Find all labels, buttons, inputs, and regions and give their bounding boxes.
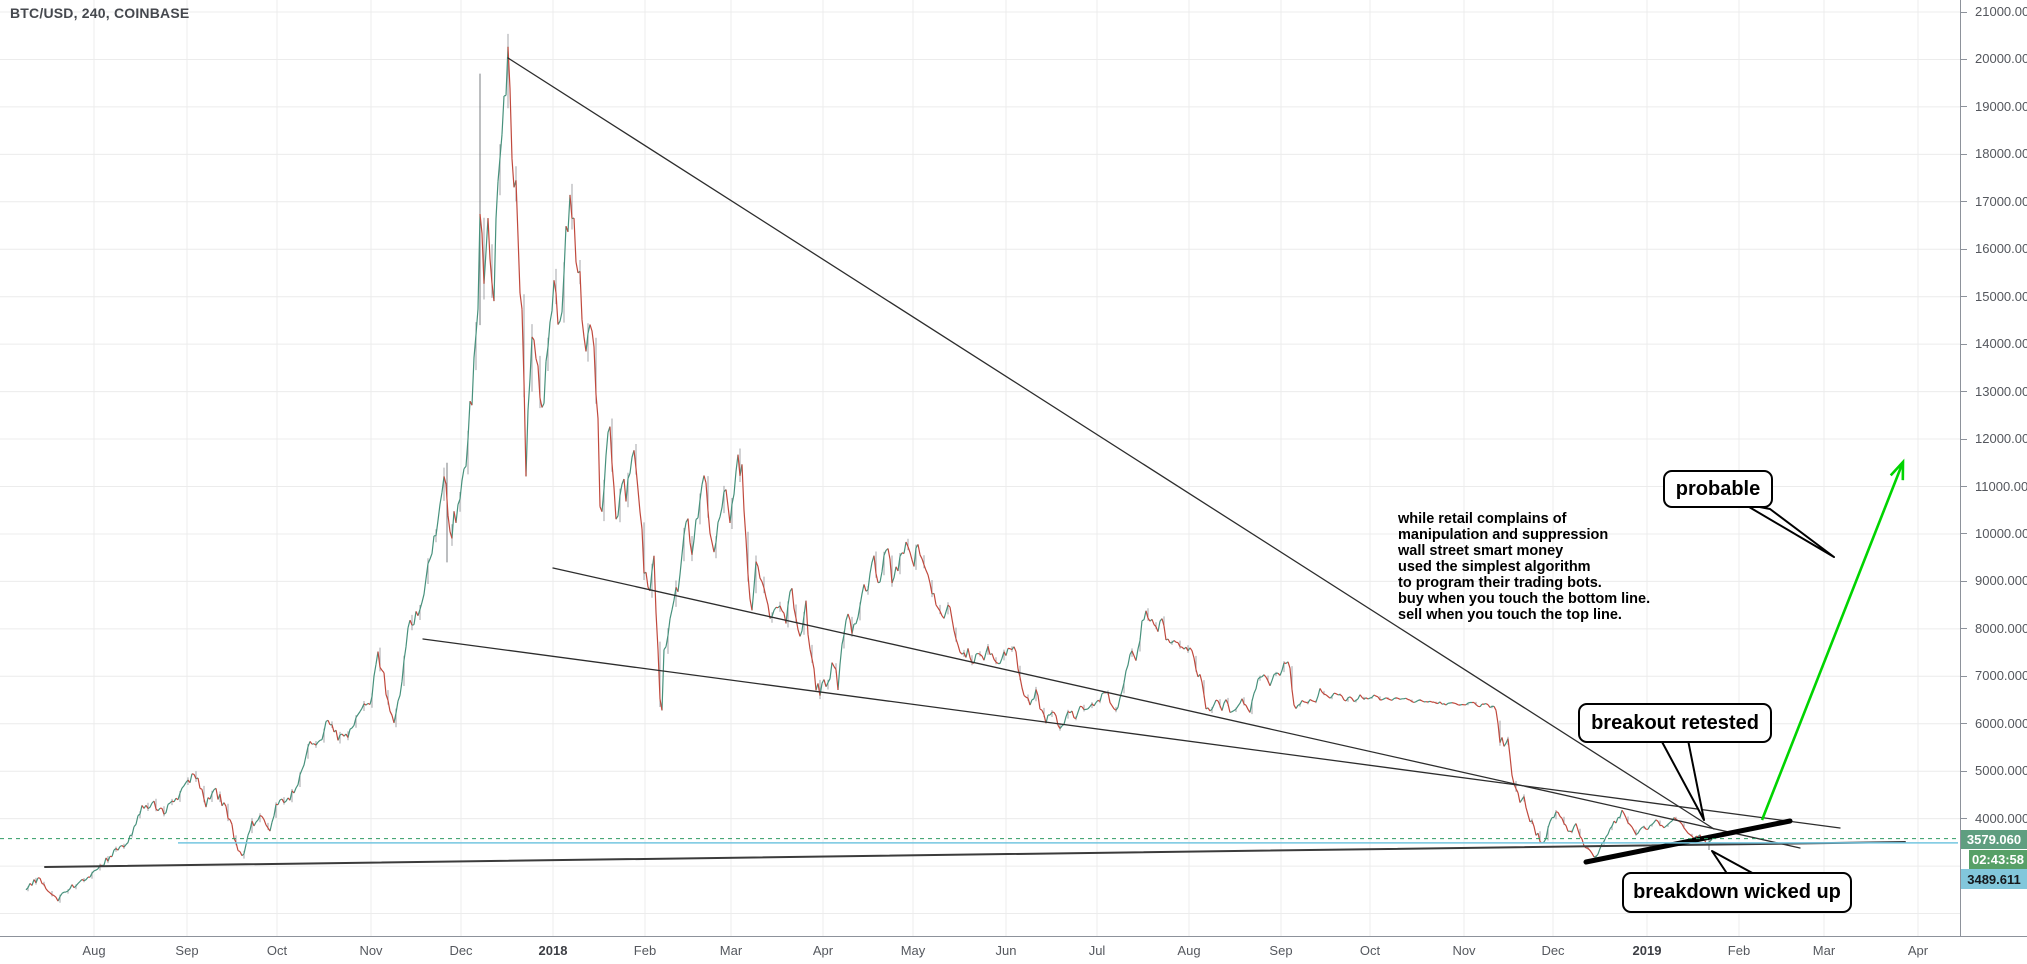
note-line: while retail complains of bbox=[1398, 511, 1567, 527]
time-axis-label: Mar bbox=[719, 943, 743, 958]
probable-projection-arrow[interactable] bbox=[1760, 461, 1905, 821]
price-axis-label: 14000.000 bbox=[1975, 336, 2027, 352]
time-axis-label: Jun bbox=[995, 943, 1017, 958]
price-axis-label: 11000.000 bbox=[1975, 478, 2027, 494]
time-axis-label: Apr bbox=[1907, 943, 1929, 958]
price-axis-tick bbox=[1961, 628, 1967, 630]
price-axis-label: 10000.000 bbox=[1975, 525, 2027, 541]
candle-wicks bbox=[27, 33, 1709, 903]
price-axis-label: 21000.000 bbox=[1975, 4, 2027, 19]
note-line: sell when you touch the top line. bbox=[1398, 607, 1622, 623]
price-axis-tick bbox=[1961, 533, 1967, 535]
price-axis-tick bbox=[1961, 248, 1967, 250]
price-axis-label: 6000.000 bbox=[1975, 715, 2027, 731]
level-price-badge: 3489.611 bbox=[1961, 869, 2027, 889]
symbol-title: BTC/USD, 240, COINBASE bbox=[10, 5, 190, 21]
candles-up bbox=[25, 46, 1713, 902]
time-axis-label: Aug bbox=[1177, 943, 1201, 958]
note-line: to program their trading bots. bbox=[1398, 575, 1602, 591]
callout-breakout-retested[interactable]: breakout retested bbox=[1578, 703, 1772, 743]
price-axis-label: 5000.000 bbox=[1975, 763, 2027, 779]
price-axis-label: 18000.000 bbox=[1975, 146, 2027, 162]
time-axis-label: Feb bbox=[1727, 943, 1751, 958]
note-line: wall street smart money bbox=[1398, 543, 1564, 559]
price-axis-tick bbox=[1961, 106, 1967, 108]
note-line: buy when you touch the bottom line. bbox=[1398, 591, 1651, 607]
last-price-badge: 3579.060 bbox=[1961, 830, 2027, 849]
time-axis-label: Apr bbox=[812, 943, 834, 958]
price-axis-label: 13000.000 bbox=[1975, 383, 2027, 399]
price-axis-tick bbox=[1961, 770, 1967, 772]
price-axis-label: 20000.000 bbox=[1975, 51, 2027, 67]
strategy-note[interactable]: while retail complains of manipulation a… bbox=[1398, 511, 1650, 623]
price-axis-tick bbox=[1961, 675, 1967, 677]
price-axis-tick bbox=[1961, 438, 1967, 440]
price-axis-tick bbox=[1961, 818, 1967, 820]
price-axis-tick bbox=[1961, 296, 1967, 298]
callout-breakdown-wicked-up[interactable]: breakdown wicked up bbox=[1622, 872, 1852, 913]
time-axis-label: Jul bbox=[1088, 943, 1106, 958]
time-axis[interactable]: Aug Sep Oct Nov Dec 2018 Feb Mar Apr May Jun Jul Aug… bbox=[0, 937, 2027, 964]
time-axis-label: Nov bbox=[359, 943, 383, 958]
time-axis-label: Dec bbox=[449, 943, 473, 958]
price-axis-tick bbox=[1961, 343, 1967, 345]
price-axis-label: 19000.000 bbox=[1975, 98, 2027, 114]
buy-bottom-line[interactable] bbox=[44, 841, 1906, 868]
price-axis-label: 9000.000 bbox=[1975, 573, 2027, 589]
time-axis-label: 2019 bbox=[1632, 943, 1662, 958]
price-axis-tick bbox=[1961, 11, 1967, 13]
price-axis-tick bbox=[1961, 58, 1967, 60]
candle-countdown-badge: 02:43:58 bbox=[1969, 850, 2027, 869]
price-axis-tick bbox=[1961, 153, 1967, 155]
mid-resistance-line[interactable] bbox=[422, 638, 1841, 829]
callout-probable[interactable]: probable bbox=[1663, 470, 1773, 508]
thick-breakout-line[interactable] bbox=[1583, 818, 1793, 865]
primary-downtrend[interactable] bbox=[507, 57, 1715, 830]
time-axis-label: Sep bbox=[175, 943, 199, 958]
price-axis-tick bbox=[1961, 723, 1967, 725]
arrow-head bbox=[1889, 458, 1905, 481]
price-axis-tick bbox=[1961, 580, 1967, 582]
time-axis-label: Oct bbox=[1359, 943, 1381, 958]
price-axis-label: 7000.000 bbox=[1975, 668, 2027, 684]
price-axis[interactable]: 21000.000 20000.000 19000.000 18000.000 1700… bbox=[1961, 0, 2027, 936]
time-axis-label: Nov bbox=[1452, 943, 1476, 958]
time-axis-label: Feb bbox=[633, 943, 657, 958]
candles-down bbox=[29, 46, 1709, 902]
price-axis-tick bbox=[1961, 201, 1967, 203]
time-axis-label: 2018 bbox=[538, 943, 568, 958]
time-axis-label: Sep bbox=[1269, 943, 1293, 958]
callout-tail-breakout-retested bbox=[1660, 739, 1705, 821]
price-axis-label: 4000.000 bbox=[1975, 810, 2027, 826]
price-axis-label: 17000.000 bbox=[1975, 193, 2027, 209]
note-line: manipulation and suppression bbox=[1398, 527, 1609, 543]
time-axis-label: May bbox=[900, 943, 926, 958]
sell-top-line[interactable] bbox=[552, 567, 1801, 849]
price-axis-label: 16000.000 bbox=[1975, 241, 2027, 257]
callout-tail-probable bbox=[1743, 503, 1835, 558]
time-axis-label: Dec bbox=[1541, 943, 1565, 958]
price-axis-tick bbox=[1961, 391, 1967, 393]
time-axis-label: Mar bbox=[1812, 943, 1836, 958]
price-axis-tick bbox=[1961, 486, 1967, 487]
price-axis-label: 8000.000 bbox=[1975, 620, 2027, 636]
time-axis-label: Oct bbox=[266, 943, 288, 958]
time-axis-label: Aug bbox=[82, 943, 106, 958]
price-axis-label: 12000.000 bbox=[1975, 431, 2027, 447]
note-line: used the simplest algorithm bbox=[1398, 559, 1591, 575]
price-axis-label: 15000.000 bbox=[1975, 288, 2027, 304]
